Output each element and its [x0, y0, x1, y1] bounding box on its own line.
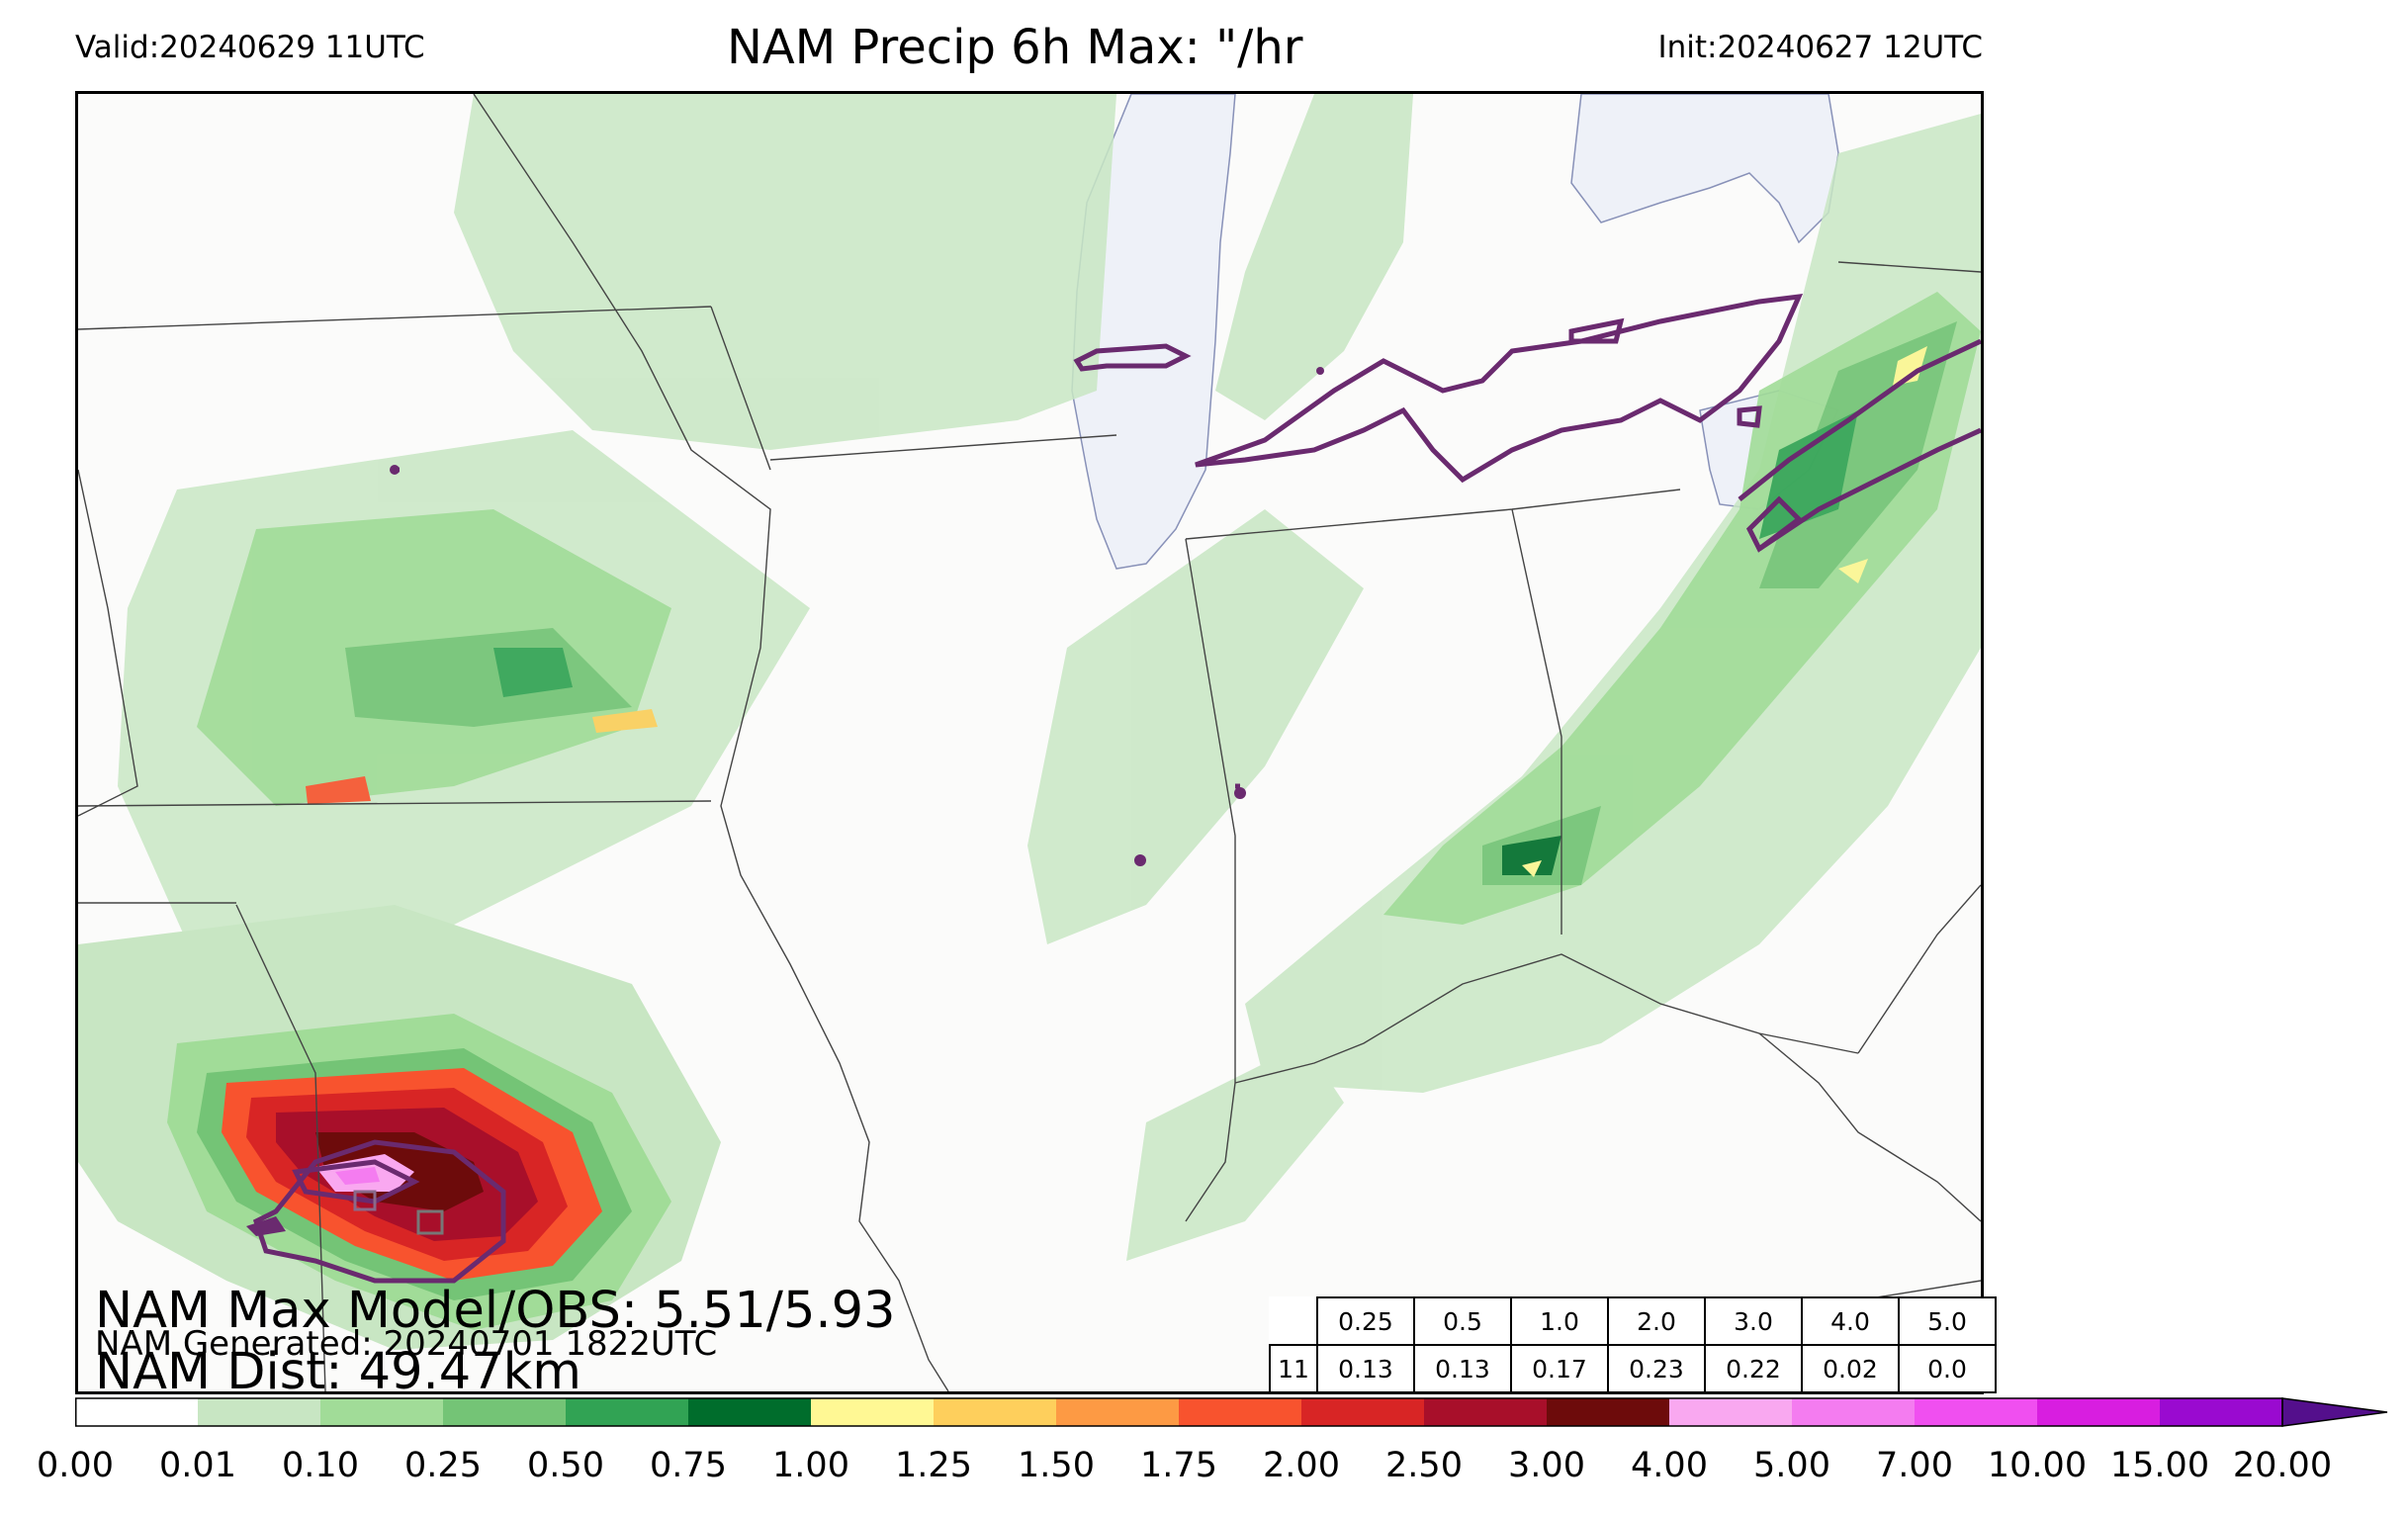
colorbar-tick-label: 1.25 [895, 1446, 972, 1485]
colorbar-tick-label: 2.50 [1385, 1446, 1463, 1485]
map-canvas [78, 94, 1981, 1391]
colorbar-segment [75, 1398, 198, 1426]
colorbar-tick-label: 15.00 [2109, 1446, 2210, 1485]
colorbar-tick-label: 5.00 [1753, 1446, 1830, 1485]
threshold-cell: 5.0 [1898, 1296, 1997, 1346]
colorbar-tick-label: 20.00 [2232, 1446, 2333, 1485]
value-cell: 0.23 [1607, 1344, 1706, 1393]
generated-text: NAM Generated: 20240701 1822UTC [95, 1324, 718, 1364]
colorbar-segment [320, 1398, 443, 1426]
threshold-cell: 3.0 [1704, 1296, 1803, 1346]
colorbar-segment [2160, 1398, 2282, 1426]
row-label: 11 [1269, 1344, 1318, 1393]
colorbar-segment [688, 1398, 811, 1426]
station-markers [353, 1190, 444, 1235]
colorbar-tick-label: 2.00 [1263, 1446, 1340, 1485]
colorbar-segment [1424, 1398, 1547, 1426]
colorbar-tick-label: 4.00 [1631, 1446, 1708, 1485]
threshold-value-row: 11 0.13 0.13 0.17 0.23 0.22 0.02 0.0 [1269, 1344, 1997, 1393]
colorbar [75, 1397, 2388, 1427]
colorbar-segment [198, 1398, 320, 1426]
threshold-cell: 1.0 [1510, 1296, 1609, 1346]
threshold-cell: 0.25 [1316, 1296, 1415, 1346]
colorbar-tick-label: 0.75 [650, 1446, 727, 1485]
colorbar-tick-label: 1.75 [1140, 1446, 1217, 1485]
colorbar-segment [2037, 1398, 2160, 1426]
threshold-cell: 0.5 [1413, 1296, 1512, 1346]
threshold-header-row: 0.25 0.5 1.0 2.0 3.0 4.0 5.0 [1270, 1296, 1997, 1346]
distance-text: NAM Dist: 49.47km [95, 1343, 581, 1401]
threshold-cell: 2.0 [1607, 1296, 1706, 1346]
colorbar-outline [75, 1397, 2283, 1427]
colorbar-segment [1301, 1398, 1424, 1426]
colorbar-tick-label: 0.50 [527, 1446, 604, 1485]
precip-contours [252, 293, 1981, 1284]
lake-huron [1570, 94, 1839, 244]
valid-time-label: Valid:20240629 11UTC [75, 30, 425, 65]
value-cell: 0.02 [1801, 1344, 1900, 1393]
colorbar-segment [811, 1398, 934, 1426]
colorbar-segment [1056, 1398, 1179, 1426]
colorbar-tick-label: 1.00 [772, 1446, 849, 1485]
colorbar-tick-label: 0.25 [404, 1446, 482, 1485]
value-cell: 0.0 [1898, 1344, 1997, 1393]
colorbar-segment [934, 1398, 1056, 1426]
colorbar-segment [1915, 1398, 2037, 1426]
colorbar-segment [1547, 1398, 1669, 1426]
colorbar-tick-label: 0.10 [282, 1446, 359, 1485]
threshold-table: 0.25 0.5 1.0 2.0 3.0 4.0 5.0 11 0.13 0.1… [1269, 1296, 1997, 1393]
colorbar-segment [1669, 1398, 1792, 1426]
colorbar-tick-label: 7.00 [1876, 1446, 1953, 1485]
value-cell: 0.22 [1704, 1344, 1803, 1393]
max-model-obs-text: NAM Max Model/OBS: 5.51/5.93 [95, 1282, 896, 1340]
colorbar-tick-label: 0.00 [37, 1446, 114, 1485]
colorbar-segment [1179, 1398, 1301, 1426]
colorbar-tick-label: 3.00 [1508, 1446, 1585, 1485]
colorbar-tick-label: 0.01 [159, 1446, 236, 1485]
chart-title: NAM Precip 6h Max: "/hr [727, 20, 1303, 75]
value-cell: 0.17 [1510, 1344, 1609, 1393]
colorbar-tick-label: 10.00 [1987, 1446, 2088, 1485]
colorbar-tick-label: 1.50 [1018, 1446, 1095, 1485]
value-cell: 0.13 [1413, 1344, 1512, 1393]
precip-map [75, 91, 1984, 1394]
precip-moderate [197, 292, 1981, 925]
value-cell: 0.13 [1316, 1344, 1415, 1393]
threshold-cell: 4.0 [1801, 1296, 1900, 1346]
colorbar-segment [443, 1398, 566, 1426]
init-time-label: Init:20240627 12UTC [1657, 30, 1983, 65]
colorbar-segment [1792, 1398, 1915, 1426]
colorbar-extension [2281, 1397, 2388, 1427]
colorbar-segment [566, 1398, 688, 1426]
small-markers [390, 367, 1324, 866]
